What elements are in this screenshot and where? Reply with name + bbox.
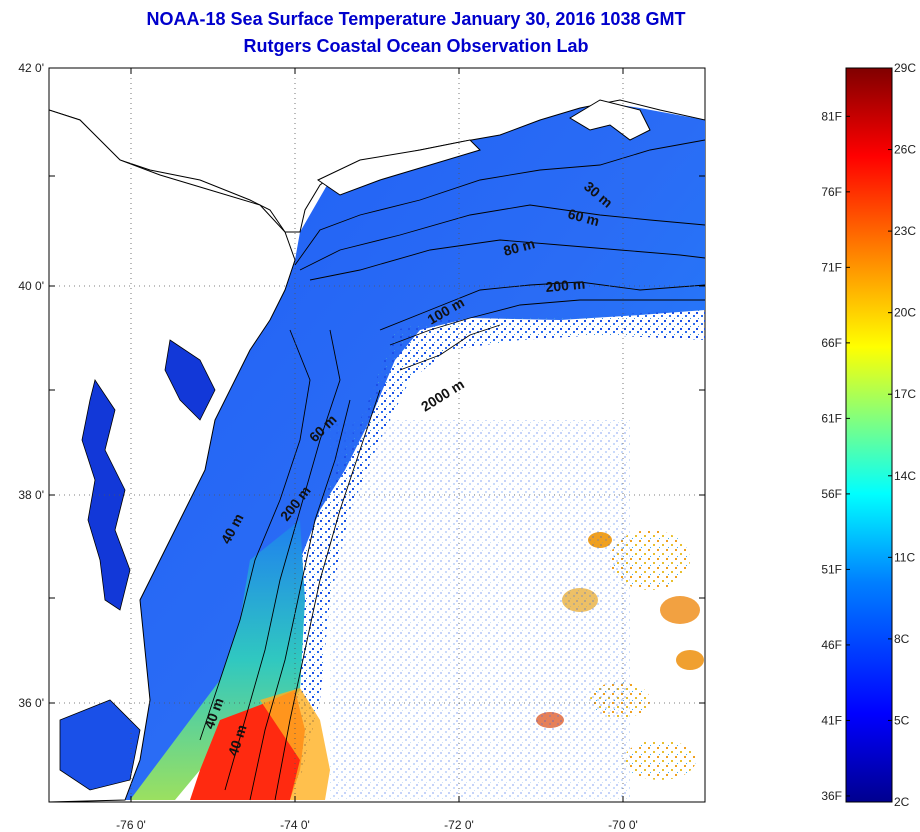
y-tick-label: 42 0' <box>18 61 44 75</box>
colorbar-fahrenheit-label: 61F <box>821 411 842 425</box>
colorbar-celsius-label: 23C <box>894 224 916 238</box>
contour-label: 200 m <box>545 276 586 295</box>
colorbar-celsius-label: 8C <box>894 632 910 646</box>
sst-field <box>49 68 705 802</box>
colorbar-celsius-label: 17C <box>894 387 916 401</box>
offshore-speckle <box>330 420 630 800</box>
map-title: NOAA-18 Sea Surface Temperature January … <box>146 9 686 29</box>
colorbar-scale <box>845 67 893 803</box>
x-tick-label: -76 0' <box>116 818 146 832</box>
y-axis: 42 0' 40 0' 38 0' 36 0' <box>18 61 705 710</box>
x-tick-label: -70 0' <box>608 818 638 832</box>
southern-shelf <box>130 520 305 800</box>
x-axis: -76 0' -74 0' -72 0' -70 0' <box>116 68 638 832</box>
temperature-colorbar: 29C 26C 23C 20C 17C 14C 11C 8C 5C 2C 81F 76F 71F 66F… <box>821 61 916 809</box>
y-tick-label: 36 0' <box>18 696 44 710</box>
sst-map: 30 m 60 m 80 m 200 m 100 m 2000 m 60 m 2… <box>18 61 706 832</box>
long-island <box>316 139 481 196</box>
colorbar-fahrenheit-label: 71F <box>821 260 842 274</box>
contour-label: 80 m <box>502 235 537 259</box>
colorbar-fahrenheit-label: 66F <box>821 336 842 350</box>
colorbar-celsius-label: 20C <box>894 306 916 320</box>
pamlico-sound <box>59 699 141 791</box>
delaware-chesapeake-water <box>81 339 216 611</box>
map-subtitle: Rutgers Coastal Ocean Observation Lab <box>243 36 589 56</box>
colorbar-fahrenheit-label: 41F <box>821 713 842 727</box>
colorbar-fahrenheit-label: 56F <box>821 487 842 501</box>
colorbar-celsius-label: 2C <box>894 795 910 809</box>
mid-atlantic-land <box>49 109 296 802</box>
colorbar-celsius-label: 14C <box>894 469 916 483</box>
colorbar-celsius-label: 5C <box>894 713 910 727</box>
colorbar-fahrenheit-label: 51F <box>821 562 842 576</box>
colorbar-fahrenheit-label: 46F <box>821 638 842 652</box>
cape-cod <box>569 99 651 141</box>
colorbar-celsius-label: 11C <box>894 550 915 564</box>
colorbar-celsius-label: 26C <box>894 143 916 157</box>
colorbar-celsius-label: 29C <box>894 61 916 75</box>
contour-label: 60 m <box>566 205 601 229</box>
y-tick-label: 40 0' <box>18 279 44 293</box>
colorbar-fahrenheit-label: 76F <box>821 185 842 199</box>
x-tick-label: -74 0' <box>280 818 310 832</box>
bathymetry-contours <box>199 139 705 801</box>
x-tick-label: -72 0' <box>444 818 474 832</box>
colorbar-fahrenheit-label: 81F <box>821 109 842 123</box>
colorbar-fahrenheit-label: 36F <box>821 789 842 803</box>
y-tick-label: 38 0' <box>18 488 44 502</box>
